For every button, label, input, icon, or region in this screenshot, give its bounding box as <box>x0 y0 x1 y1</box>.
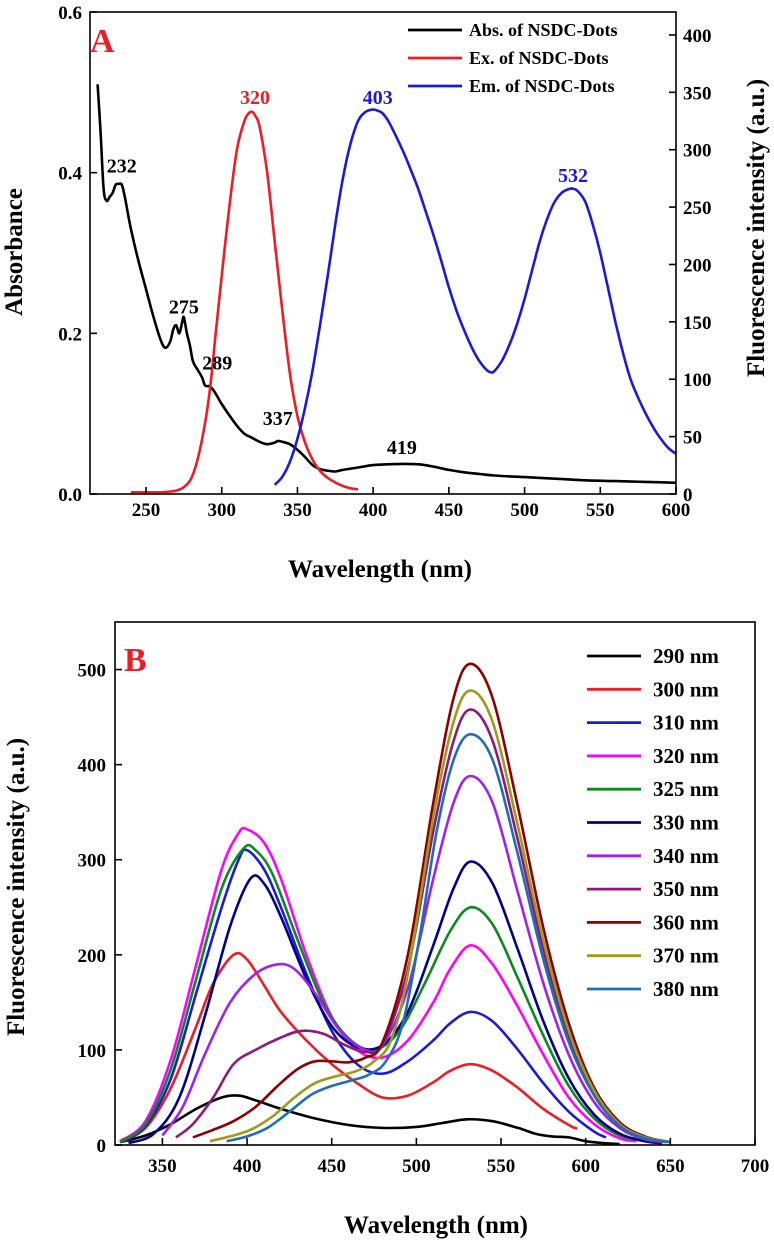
panel-b-y-tick-label: 300 <box>78 851 107 872</box>
panel-a-chart: 232 275 289 337 419 320 403 532 250 300 350 400 450… <box>1 3 770 583</box>
panel-b-y-axis-title: Fluorescence intensity (a.u.) <box>3 738 30 1036</box>
panel-b-legend-label: 360 nm <box>653 910 719 934</box>
panel-a-x-tick-label: 550 <box>586 500 615 521</box>
panel-a-y-tick-label: 0.0 <box>58 485 82 506</box>
panel-b-x-tick-label: 350 <box>148 1156 177 1177</box>
panel-b-y-tick-label: 400 <box>78 756 107 777</box>
panel-a-x-axis-title: Wavelength (nm) <box>288 556 472 583</box>
panel-b-legend-label: 310 nm <box>653 711 719 735</box>
panel-a-peak-annotation: 337 <box>263 408 293 430</box>
panel-b-legend-label: 290 nm <box>653 644 719 668</box>
panel-b-x-tick-label: 600 <box>571 1156 600 1177</box>
panel-a-x-tick-label: 250 <box>132 500 161 521</box>
panel-b-x-tick-label: 650 <box>656 1156 685 1177</box>
panel-a-x-tick-label: 450 <box>435 500 464 521</box>
panel-a-peak-annotation: 320 <box>240 87 270 109</box>
panel-b-x-tick-label: 500 <box>402 1156 431 1177</box>
panel-b-y-tick-label: 200 <box>78 946 107 967</box>
panel-a-peak-annotation: 289 <box>202 352 232 374</box>
panel-a-right-y-tick-label: 50 <box>683 428 702 449</box>
panel-b-legend-label: 380 nm <box>653 977 719 1001</box>
panel-a-right-y-tick-label: 250 <box>683 198 712 219</box>
panel-b-series-group <box>119 662 671 1146</box>
panel-a-x-tick-label: 500 <box>510 500 539 521</box>
panel-a-legend-label: Em. of NSDC-Dots <box>469 76 615 96</box>
panel-b-series-line-1 <box>119 951 578 1144</box>
panel-b-legend-label: 340 nm <box>653 844 719 868</box>
panel-b-legend-label: 370 nm <box>653 944 719 968</box>
panel-a-y-axis-title: Absorbance <box>1 188 28 316</box>
panel-a-series-line-2 <box>273 108 677 486</box>
panel-b-y-tick-label: 100 <box>78 1041 107 1062</box>
panel-a-y-tick-label: 0.6 <box>58 3 82 24</box>
panel-b-x-tick-label: 700 <box>741 1156 770 1177</box>
panel-b-series-line-8 <box>192 662 671 1144</box>
panel-b-plot-frame <box>114 621 756 1146</box>
panel-a-peak-annotation: 232 <box>107 156 137 178</box>
panel-a-x-tick-label: 600 <box>662 500 691 521</box>
panel-a-right-y-tick-label: 300 <box>683 141 712 162</box>
panel-b-label: B <box>124 642 147 679</box>
panel-b-x-tick-label: 450 <box>317 1156 346 1177</box>
panel-a-series-line-0 <box>96 84 677 485</box>
panel-b-series-line-9 <box>209 689 671 1144</box>
panel-a-right-y-tick-label: 100 <box>683 370 712 391</box>
panel-a-right-y-tick-label: 200 <box>683 255 712 276</box>
panel-a-x-tick-label: 350 <box>283 500 312 521</box>
panel-b-series-line-10 <box>226 732 671 1144</box>
panel-a-y-tick-label: 0.4 <box>58 164 82 185</box>
panel-a-peak-annotation: 403 <box>363 87 393 109</box>
panel-a-legend-label: Abs. of NSDC-Dots <box>469 20 618 40</box>
panel-b-y-tick-label: 500 <box>78 661 107 682</box>
panel-b-axes: 350 400 450 500 550 600 650 700 0 100 200 300 400 500 <box>78 621 770 1177</box>
panel-b-x-axis-title: Wavelength (nm) <box>344 1212 528 1239</box>
panel-a-y-tick-label: 0.2 <box>58 324 82 345</box>
panel-a-legend: Abs. of NSDC-Dots Ex. of NSDC-Dots Em. of … <box>408 20 618 96</box>
panel-a-peak-annotation: 419 <box>387 437 417 459</box>
panel-b-series-line-2 <box>119 848 607 1144</box>
panel-a-legend-label: Ex. of NSDC-Dots <box>469 48 609 68</box>
panel-b-legend-label: 350 nm <box>653 877 719 901</box>
panel-a-peak-annotation: 532 <box>558 165 588 187</box>
panel-b-legend: 290 nm 300 nm 310 nm 320 nm 325 nm 330 nm 340 … <box>587 644 719 1001</box>
panel-a-right-y-tick-label: 0 <box>683 485 693 506</box>
panel-a-right-y-axis-title: Fluorescence intensity (a.u.) <box>743 79 770 377</box>
panel-b-x-tick-label: 400 <box>233 1156 262 1177</box>
panel-a-right-y-tick-label: 150 <box>683 313 712 334</box>
panel-a-plot-frame <box>89 11 677 495</box>
panel-b-legend-label: 320 nm <box>653 744 719 768</box>
panel-a-series-line-1 <box>130 110 359 494</box>
panel-b-legend-label: 300 nm <box>653 677 719 701</box>
panel-a-peak-annotation: 275 <box>169 296 199 318</box>
panel-b-x-tick-label: 550 <box>487 1156 516 1177</box>
panel-b-legend-label: 330 nm <box>653 811 719 835</box>
panel-b-y-tick-label: 0 <box>97 1136 107 1157</box>
panel-a-x-tick-label: 300 <box>207 500 236 521</box>
panel-a-series-group <box>96 84 677 494</box>
panel-a-label: A <box>90 23 115 60</box>
panel-a-annotations: 232 275 289 337 419 320 403 532 <box>107 87 588 459</box>
panel-b-chart: 350 400 450 500 550 600 650 700 0 100 200 300 400 500… <box>3 621 770 1239</box>
panel-a-axes: 250 300 350 400 450 500 550 600 0.0 0.2 0.4 0.6 0 50 1… <box>58 3 711 521</box>
panel-a-right-y-tick-label: 400 <box>683 26 712 47</box>
panel-a-right-y-tick-label: 350 <box>683 83 712 104</box>
panel-a-x-tick-label: 400 <box>359 500 388 521</box>
panel-b-legend-label: 325 nm <box>653 777 719 801</box>
